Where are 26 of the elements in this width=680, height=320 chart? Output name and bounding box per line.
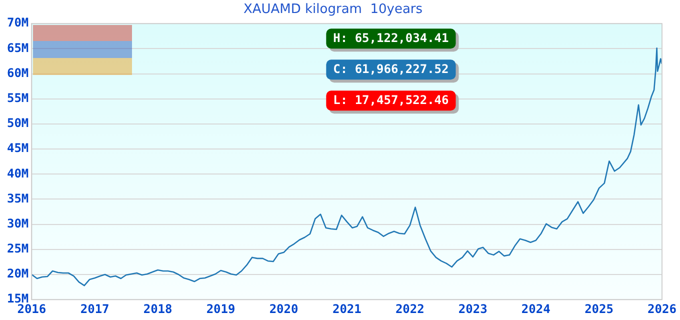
y-tick-label: 25M — [6, 242, 29, 256]
y-tick-label: 55M — [6, 91, 29, 105]
x-tick-label: 2018 — [143, 302, 172, 316]
x-tick-label: 2024 — [521, 302, 550, 316]
y-tick-label: 20M — [6, 266, 29, 281]
x-tick-label: 2017 — [80, 302, 110, 316]
chart-title: XAUAMD kilogram 10years — [243, 2, 423, 18]
x-tick-label: 2023 — [458, 302, 488, 316]
x-tick-label: 2020 — [269, 302, 298, 316]
y-tick-label: 70M — [6, 16, 29, 30]
x-tick-label: 2016 — [17, 302, 46, 316]
y-tick-label: 60M — [6, 66, 29, 80]
x-tick-label: 2025 — [584, 302, 614, 316]
y-tick-label: 45M — [6, 141, 29, 156]
annotation: L: 17,457,522.46 — [333, 93, 449, 108]
x-tick-label: 2022 — [395, 302, 424, 316]
y-tick-label: 65M — [6, 40, 29, 55]
y-tick-label: 40M — [6, 166, 29, 180]
x-tick-label: 2026 — [648, 302, 676, 316]
annotation: C: 61,966,227.52 — [333, 62, 449, 76]
x-tick-label: 2021 — [332, 302, 362, 316]
x-tick-label: 2019 — [206, 302, 236, 316]
y-tick-label: 50M — [6, 116, 29, 130]
annotation: H: 65,122,034.41 — [333, 31, 449, 46]
y-tick-label: 35M — [6, 191, 29, 206]
y-tick-label: 30M — [6, 216, 29, 230]
